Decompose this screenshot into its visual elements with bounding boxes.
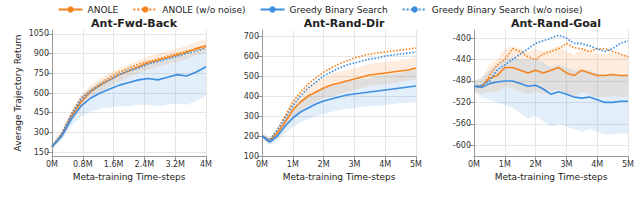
svg-text:Greedy Binary Search: Greedy Binary Search (290, 5, 388, 15)
svg-text:4M: 4M (200, 160, 212, 169)
svg-text:600: 600 (34, 89, 49, 98)
svg-text:5M: 5M (622, 160, 634, 169)
svg-text:Ant-Rand-Dir: Ant-Rand-Dir (304, 17, 385, 30)
svg-text:200: 200 (244, 132, 259, 141)
svg-text:Meta-training Time-steps: Meta-training Time-steps (495, 172, 608, 182)
svg-text:ANOLE (w/o noise): ANOLE (w/o noise) (162, 5, 245, 15)
svg-text:2.4M: 2.4M (135, 160, 155, 169)
svg-text:0M: 0M (46, 160, 58, 169)
svg-text:300: 300 (34, 128, 49, 137)
svg-text:500: 500 (244, 72, 259, 81)
svg-text:Average Trajectory Return: Average Trajectory Return (13, 35, 23, 152)
svg-text:1050: 1050 (29, 29, 49, 38)
svg-text:3M: 3M (560, 160, 572, 169)
svg-text:4M: 4M (591, 160, 603, 169)
svg-text:2M: 2M (318, 160, 330, 169)
svg-text:2M: 2M (530, 160, 542, 169)
svg-text:Ant-Rand-Goal: Ant-Rand-Goal (511, 17, 601, 30)
svg-text:450: 450 (34, 108, 49, 117)
svg-text:Meta-training Time-steps: Meta-training Time-steps (283, 172, 396, 182)
svg-text:4M: 4M (379, 160, 391, 169)
svg-text:-600: -600 (453, 141, 471, 150)
svg-text:-480: -480 (453, 76, 471, 85)
svg-text:1.6M: 1.6M (104, 160, 124, 169)
svg-text:-520: -520 (453, 98, 471, 107)
svg-text:-400: -400 (453, 34, 471, 43)
svg-text:Meta-training Time-steps: Meta-training Time-steps (73, 172, 186, 182)
svg-text:600: 600 (244, 52, 259, 61)
svg-text:1M: 1M (287, 160, 299, 169)
svg-text:0M: 0M (256, 160, 268, 169)
svg-text:150: 150 (34, 148, 49, 157)
svg-text:300: 300 (244, 112, 259, 121)
svg-text:0.8M: 0.8M (73, 160, 93, 169)
svg-text:1M: 1M (499, 160, 511, 169)
svg-text:750: 750 (34, 69, 49, 78)
svg-text:900: 900 (34, 49, 49, 58)
svg-text:3.2M: 3.2M (165, 160, 185, 169)
svg-text:5M: 5M (410, 160, 422, 169)
svg-text:700: 700 (244, 32, 259, 41)
svg-text:100: 100 (243, 151, 259, 161)
svg-text:-440: -440 (453, 55, 471, 64)
svg-text:Greedy Binary Search (w/o nois: Greedy Binary Search (w/o noise) (432, 5, 583, 15)
svg-text:3M: 3M (348, 160, 360, 169)
svg-text:-560: -560 (453, 119, 471, 128)
svg-text:400: 400 (244, 92, 259, 101)
svg-text:Ant-Fwd-Back: Ant-Fwd-Back (91, 17, 178, 30)
svg-text:0M: 0M (468, 160, 480, 169)
svg-text:ANOLE: ANOLE (88, 5, 119, 15)
